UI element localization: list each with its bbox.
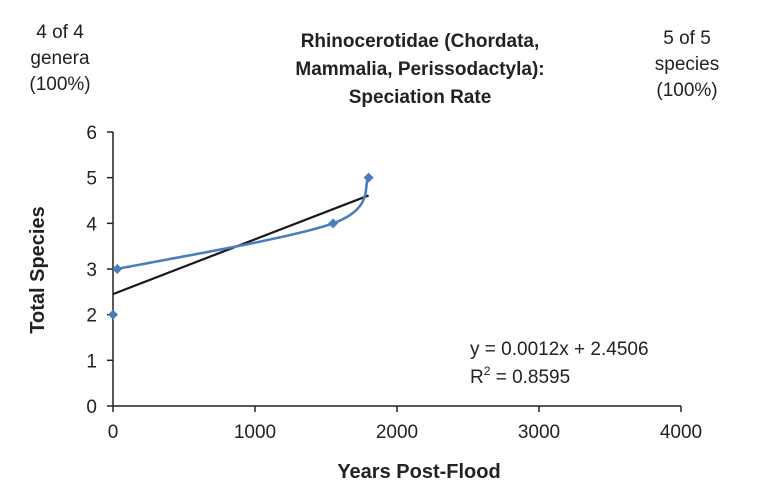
trendline-equation: y = 0.0012x + 2.4506	[470, 339, 649, 360]
chart-title-line-3: Speciation Rate	[348, 87, 492, 108]
species-count: 5 of 5	[663, 28, 711, 49]
chart-title-line-1: Rhinocerotidae (Chordata,	[300, 31, 540, 52]
r-squared-superscript: 2	[484, 364, 491, 378]
x-axis-title: Years Post-Flood	[337, 461, 500, 483]
x-tick-label: 4000	[660, 422, 702, 443]
markers-layer	[108, 172, 374, 320]
r-squared-r: R	[470, 367, 484, 388]
y-tick-label: 2	[86, 306, 97, 327]
axes: 0 1000 2000 3000 4000 0 1 2 3 4 5 6	[86, 123, 702, 443]
genera-label: genera	[30, 48, 90, 69]
data-point-marker	[328, 218, 339, 229]
x-tick-label: 0	[108, 422, 119, 443]
y-tick-label: 4	[86, 214, 97, 235]
species-percent: (100%)	[656, 80, 718, 101]
y-tick-label: 6	[86, 123, 97, 144]
x-tick-label: 2000	[376, 422, 418, 443]
data-point-marker	[108, 309, 118, 320]
r-squared-value: = 0.8595	[490, 367, 570, 388]
y-tick-label: 1	[86, 351, 97, 372]
species-label: species	[654, 54, 720, 75]
series-line	[116, 176, 370, 271]
y-axis-title: Total Species	[27, 206, 49, 333]
species-summary: 5 of 5 species (100%)	[622, 26, 752, 104]
genera-percent: (100%)	[29, 74, 91, 95]
r-squared-label: R2 = 0.8595	[470, 364, 570, 388]
x-tick-label: 3000	[518, 422, 560, 443]
y-tick-label: 0	[86, 397, 97, 418]
x-tick-label: 1000	[234, 422, 276, 443]
data-point-marker	[363, 172, 374, 183]
chart-title-line-2: Mammalia, Perissodactyla):	[295, 59, 545, 80]
genera-summary: 4 of 4 genera (100%)	[6, 20, 114, 98]
data-point-marker	[112, 264, 123, 274]
series-layer	[116, 176, 370, 271]
y-tick-label: 3	[86, 260, 97, 281]
genera-count: 4 of 4	[36, 22, 84, 43]
chart-title: Rhinocerotidae (Chordata, Mammalia, Peri…	[200, 28, 640, 112]
y-tick-label: 5	[86, 169, 97, 190]
